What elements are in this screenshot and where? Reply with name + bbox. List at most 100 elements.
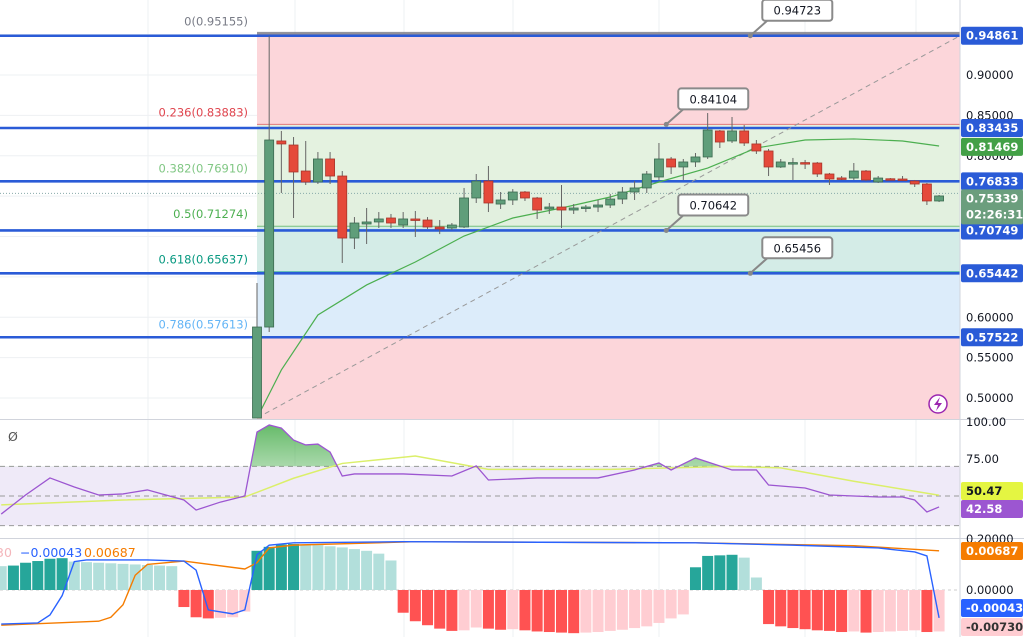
macd-pane[interactable] (0, 541, 960, 634)
trend-line[interactable] (256, 35, 960, 419)
candle[interactable] (593, 200, 603, 213)
candle-body (398, 218, 409, 226)
macd-histogram-bar (202, 590, 214, 619)
candle-body (763, 150, 774, 168)
candle[interactable] (325, 152, 335, 185)
candle[interactable] (398, 212, 409, 229)
price-callout[interactable]: 0.94723 (747, 0, 834, 39)
price-callout[interactable]: 0.65456 (747, 236, 834, 276)
candle[interactable] (605, 194, 616, 208)
candle[interactable] (459, 187, 469, 229)
moving-average-line (256, 138, 940, 419)
fib-zone (257, 33, 960, 125)
candle[interactable] (690, 153, 701, 167)
candle[interactable] (666, 156, 677, 174)
candle-body (544, 206, 555, 210)
macd-histogram-bar (373, 553, 385, 590)
candle[interactable] (422, 217, 433, 229)
candle-body (836, 177, 847, 180)
candle[interactable] (641, 171, 652, 193)
candle[interactable] (446, 223, 457, 231)
candle[interactable] (812, 161, 823, 177)
candle[interactable] (885, 178, 896, 181)
candle[interactable] (739, 125, 750, 146)
candle-body (373, 218, 384, 223)
candle[interactable] (848, 163, 859, 180)
candle[interactable] (751, 140, 762, 154)
candle[interactable] (300, 140, 311, 185)
rsi-ma-badge: 50.47 (961, 482, 1023, 500)
candle[interactable] (714, 129, 725, 148)
fib-level-label: 0.236(0.83883) (159, 105, 248, 119)
macd-histogram-bar (361, 550, 373, 590)
price-callout[interactable]: 0.84104 (663, 87, 750, 127)
candle[interactable] (471, 173, 482, 203)
candle[interactable] (702, 113, 713, 159)
candle[interactable] (580, 205, 591, 213)
line-price-badge-text: 0.65442 (966, 266, 1018, 280)
candle[interactable] (678, 158, 689, 180)
candle[interactable] (252, 283, 262, 419)
candle[interactable] (568, 204, 579, 214)
line-price-badge-bg (961, 221, 1023, 240)
candle[interactable] (410, 210, 421, 237)
candle[interactable] (264, 35, 275, 333)
rsi-pane[interactable] (0, 424, 960, 527)
current-price-badge: 0.75339 02:26:31 (961, 189, 1023, 225)
candle[interactable] (629, 181, 640, 201)
candle-body (459, 197, 469, 228)
candle[interactable] (288, 137, 299, 219)
candle[interactable] (775, 158, 786, 168)
macd-histogram-bar (507, 590, 519, 630)
candle-body (751, 143, 762, 152)
lightning-icon[interactable] (928, 394, 948, 414)
macd-histogram-bar (0, 566, 7, 590)
candle[interactable] (532, 196, 543, 219)
candle[interactable] (349, 217, 360, 250)
candle[interactable] (544, 202, 555, 214)
candle[interactable] (654, 142, 664, 180)
macd-value-badge-bg (961, 599, 1023, 617)
candle[interactable] (556, 184, 567, 229)
price-pane[interactable] (0, 31, 960, 430)
candle[interactable] (507, 189, 518, 206)
candle[interactable] (361, 207, 372, 245)
candle[interactable] (495, 192, 506, 209)
candle[interactable] (483, 166, 494, 213)
macd-histogram-bar (787, 590, 799, 629)
candle[interactable] (386, 213, 396, 229)
candle-body (386, 217, 396, 224)
candle[interactable] (337, 171, 348, 263)
candle[interactable] (520, 191, 530, 201)
macd-histogram-bar (93, 562, 105, 590)
candle[interactable] (312, 152, 323, 185)
candle[interactable] (922, 182, 932, 206)
candle[interactable] (276, 130, 287, 193)
candle-body (483, 180, 494, 204)
macd-histogram-bar (799, 590, 811, 630)
candle[interactable] (434, 220, 445, 235)
candle[interactable] (788, 157, 798, 180)
candle[interactable] (836, 176, 847, 180)
candle[interactable] (800, 159, 810, 169)
candle[interactable] (934, 194, 944, 203)
macd-histogram-bar (300, 544, 312, 590)
candle-body (593, 204, 603, 208)
candle[interactable] (373, 212, 384, 229)
macd-histogram-bar (556, 590, 567, 633)
macd-histogram-bar (422, 590, 434, 626)
candle[interactable] (824, 172, 835, 185)
macd-histogram-bar (848, 590, 860, 632)
candle[interactable] (873, 176, 884, 183)
macd-hist-badge-text: -0.00730 (966, 620, 1023, 634)
candle[interactable] (617, 187, 628, 205)
candle[interactable] (861, 169, 871, 182)
candle[interactable] (727, 116, 737, 143)
candle[interactable] (909, 179, 920, 188)
candle[interactable] (763, 148, 774, 177)
price-callout[interactable]: 0.70642 (663, 193, 750, 233)
candle[interactable] (897, 176, 908, 182)
callout-anchor (663, 227, 669, 233)
